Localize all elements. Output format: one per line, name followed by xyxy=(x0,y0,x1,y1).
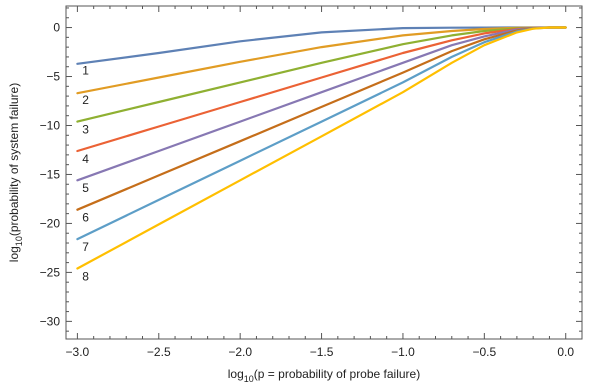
series-label-2: 2 xyxy=(82,93,89,107)
y-axis-title: log10(probability of system failure) xyxy=(7,83,24,262)
y-tick-label: 0 xyxy=(53,21,60,35)
x-axis-ticks: −3.0 −2.5 −2.0 −1.5 −1.0 −0.5 0.0 xyxy=(66,6,574,359)
plot-frame xyxy=(65,5,583,340)
x-tick-label: 0.0 xyxy=(557,345,574,359)
series-label-5: 5 xyxy=(82,181,89,195)
series-label-4: 4 xyxy=(82,152,89,166)
x-axis-label: log10(p = probability of probe failure) xyxy=(228,367,420,384)
series-number-labels: 1 2 3 4 5 6 7 8 xyxy=(82,64,89,284)
x-axis-title: log10(p = probability of probe failure) xyxy=(228,367,420,384)
y-axis-ticks: 0 −5 −10 −15 −20 −25 −30 xyxy=(40,7,582,332)
plot-border xyxy=(65,5,583,340)
y-tick-label: −25 xyxy=(40,265,61,279)
y-tick-label: −30 xyxy=(40,314,61,328)
y-axis-label: log10(probability of system failure) xyxy=(7,83,24,262)
series-line-8 xyxy=(76,26,567,270)
series-label-3: 3 xyxy=(82,122,89,136)
x-tick-label: −3.0 xyxy=(66,345,90,359)
y-tick-label: −15 xyxy=(40,167,61,181)
y-tick-label: −10 xyxy=(40,118,61,132)
series-label-8: 8 xyxy=(82,269,89,283)
y-tick-label: −5 xyxy=(46,70,60,84)
x-tick-label: −2.5 xyxy=(147,345,171,359)
series-label-6: 6 xyxy=(82,211,89,225)
x-tick-label: −1.0 xyxy=(391,345,415,359)
series-lines xyxy=(76,26,567,270)
series-line-7 xyxy=(76,26,567,241)
series-label-1: 1 xyxy=(82,64,89,78)
x-tick-label: −2.0 xyxy=(228,345,252,359)
x-tick-label: −1.5 xyxy=(310,345,334,359)
y-tick-label: −20 xyxy=(40,216,61,230)
series-label-7: 7 xyxy=(82,240,89,254)
x-tick-label: −0.5 xyxy=(472,345,496,359)
